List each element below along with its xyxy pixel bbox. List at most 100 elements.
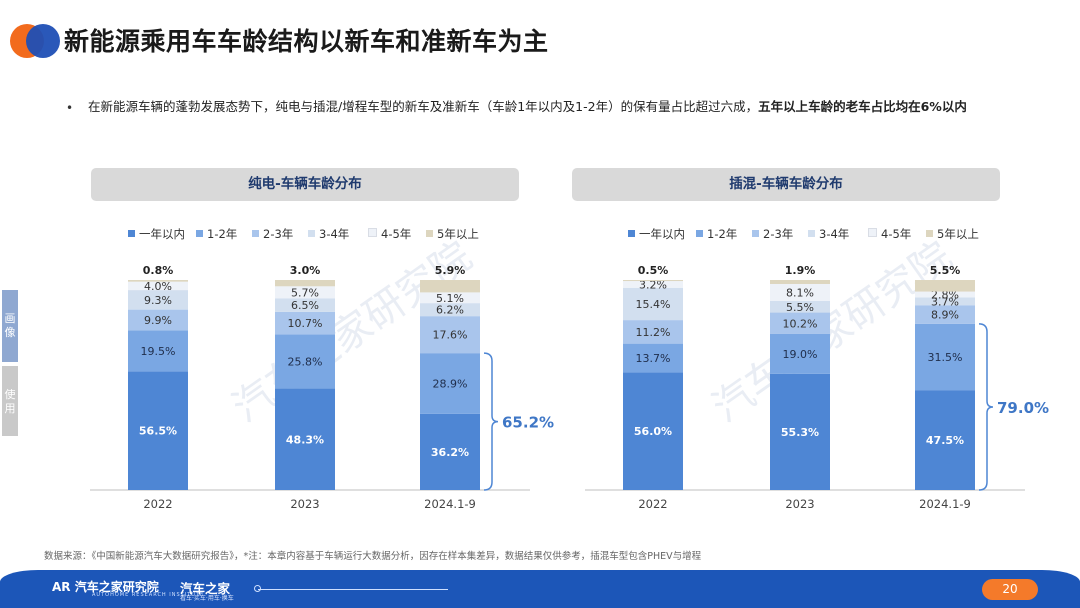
data-label: 36.2% [431, 446, 469, 459]
legend-label: 2-3年 [763, 227, 794, 241]
bar-segment [623, 281, 683, 288]
legend-label: 5年以上 [437, 227, 479, 241]
stacked-bar-chart-phev: 56.0% 13.7% 11.2% 15.4% 3.2%0.5% 2022 55.3% 19.… [585, 264, 1049, 511]
bar-segment [420, 316, 480, 354]
bar-segment [770, 373, 830, 490]
brand-logo-dots [10, 24, 62, 58]
bar-segment [623, 287, 683, 321]
bullet-text-bold: 五年以上车龄的老车占比均在6%以内 [758, 99, 967, 114]
data-label: 5.7% [291, 286, 319, 299]
data-label: 55.3% [781, 426, 819, 439]
bar-segment [623, 320, 683, 344]
footer-brand: AR 汽车之家研究院 [52, 578, 159, 595]
footer-brand-sub: AUTOHOME RESEARCH INSTITUTE [92, 592, 205, 598]
data-label: 6.5% [291, 299, 319, 312]
bar-segment [275, 311, 335, 335]
bar-segment [915, 305, 975, 324]
data-label: 19.0% [783, 348, 818, 361]
data-label: 5.1% [436, 292, 464, 305]
side-tab-usage[interactable]: 使用 [2, 366, 18, 436]
bar-segment [275, 280, 335, 287]
legend-label: 3-4年 [819, 227, 850, 241]
data-label: 31.5% [928, 351, 963, 364]
legend-label: 2-3年 [263, 227, 294, 241]
bar-segment [915, 280, 975, 292]
bar-segment [915, 323, 975, 391]
data-label: 9.3% [144, 294, 172, 307]
bar-segment [770, 312, 830, 334]
footer-brand-mark-icon: AR [52, 580, 75, 594]
bar-segment [128, 280, 188, 282]
legend-item: 4-5年 [368, 226, 411, 242]
legend-swatch [308, 230, 315, 237]
legend-label: 一年以内 [139, 227, 185, 241]
legend-item: 5年以上 [926, 226, 979, 242]
legend-item: 一年以内 [628, 226, 685, 242]
bar-segment [128, 330, 188, 372]
bar-segment [623, 280, 683, 282]
category-tick-label: 2024.1-9 [424, 497, 476, 511]
data-label: 25.8% [288, 355, 323, 368]
chart-title-phev: 插混-车辆车龄分布 [572, 168, 1000, 201]
bar-segment [623, 372, 683, 490]
legend-item: 5年以上 [426, 226, 479, 242]
legend-item: 3-4年 [308, 226, 349, 242]
data-label: 5.9% [435, 264, 466, 277]
legend-label: 4-5年 [881, 227, 912, 241]
bar-segment [915, 390, 975, 490]
bullet-text-normal: 在新能源车辆的蓬勃发展态势下，纯电与插混/增程车型的新车及准新车（车龄1年以内及… [88, 99, 759, 114]
legend-label: 一年以内 [639, 227, 685, 241]
legend-item: 一年以内 [128, 226, 185, 242]
source-note: 数据来源：《中国新能源汽车大数据研究报告》，*注：本章内容基于车辆运行大数据分析… [44, 551, 702, 562]
legend-swatch [926, 230, 933, 237]
footer-bar [0, 570, 1080, 608]
side-tab-profile[interactable]: 画像 [2, 290, 18, 362]
bar-segment [420, 353, 480, 414]
bar-segment [128, 371, 188, 490]
legend-item: 2-3年 [752, 226, 793, 242]
bar-segment [128, 309, 188, 331]
bar-segment [275, 334, 335, 389]
legend-phev: 一年以内 1-2年 2-3年 3-4年 4-5年 5年以上 [628, 226, 1028, 242]
data-label: 10.7% [288, 317, 323, 330]
bar-segment [275, 298, 335, 312]
bar-segment [770, 280, 830, 284]
category-tick-label: 2023 [290, 497, 319, 511]
bar-segment [915, 291, 975, 298]
data-label: 0.8% [143, 264, 174, 277]
bar-segment [128, 281, 188, 291]
data-label: 3.2% [639, 278, 667, 291]
bar-segment [915, 297, 975, 306]
data-label: 6.2% [436, 304, 464, 317]
data-label: 56.5% [139, 425, 177, 438]
data-label: 19.5% [141, 345, 176, 358]
bar-segment [275, 286, 335, 299]
bar-segment [420, 303, 480, 317]
category-tick-label: 2024.1-9 [919, 497, 971, 511]
bar-segment [128, 290, 188, 310]
data-label: 15.4% [636, 298, 671, 311]
legend-item: 4-5年 [868, 226, 911, 242]
legend-item: 1-2年 [196, 226, 237, 242]
data-label: 13.7% [636, 352, 671, 365]
legend-swatch [752, 230, 759, 237]
data-label: 8.1% [786, 286, 814, 299]
bar-segment [770, 283, 830, 301]
stacked-bar-chart-bev: 56.5% 19.5% 9.9% 9.3%4.0% 0.8% 2022 48.3% 25.8%… [90, 264, 554, 511]
data-label: 2.8% [931, 289, 959, 302]
data-label: 10.2% [783, 317, 818, 330]
legend-label: 4-5年 [381, 227, 412, 241]
data-label: 9.9% [144, 314, 172, 327]
data-label: 17.6% [433, 329, 468, 342]
bracket-line [978, 323, 994, 491]
legend-swatch [868, 228, 877, 237]
data-label: 4.0% [144, 280, 172, 293]
legend-label: 5年以上 [937, 227, 979, 241]
legend-swatch [252, 230, 259, 237]
legend-item: 1-2年 [696, 226, 737, 242]
chart-title-bev: 纯电-车辆车龄分布 [91, 168, 519, 201]
page-number: 20 [982, 579, 1038, 600]
legend-item: 2-3年 [252, 226, 293, 242]
data-label: 3.0% [290, 264, 321, 277]
legend-swatch [196, 230, 203, 237]
